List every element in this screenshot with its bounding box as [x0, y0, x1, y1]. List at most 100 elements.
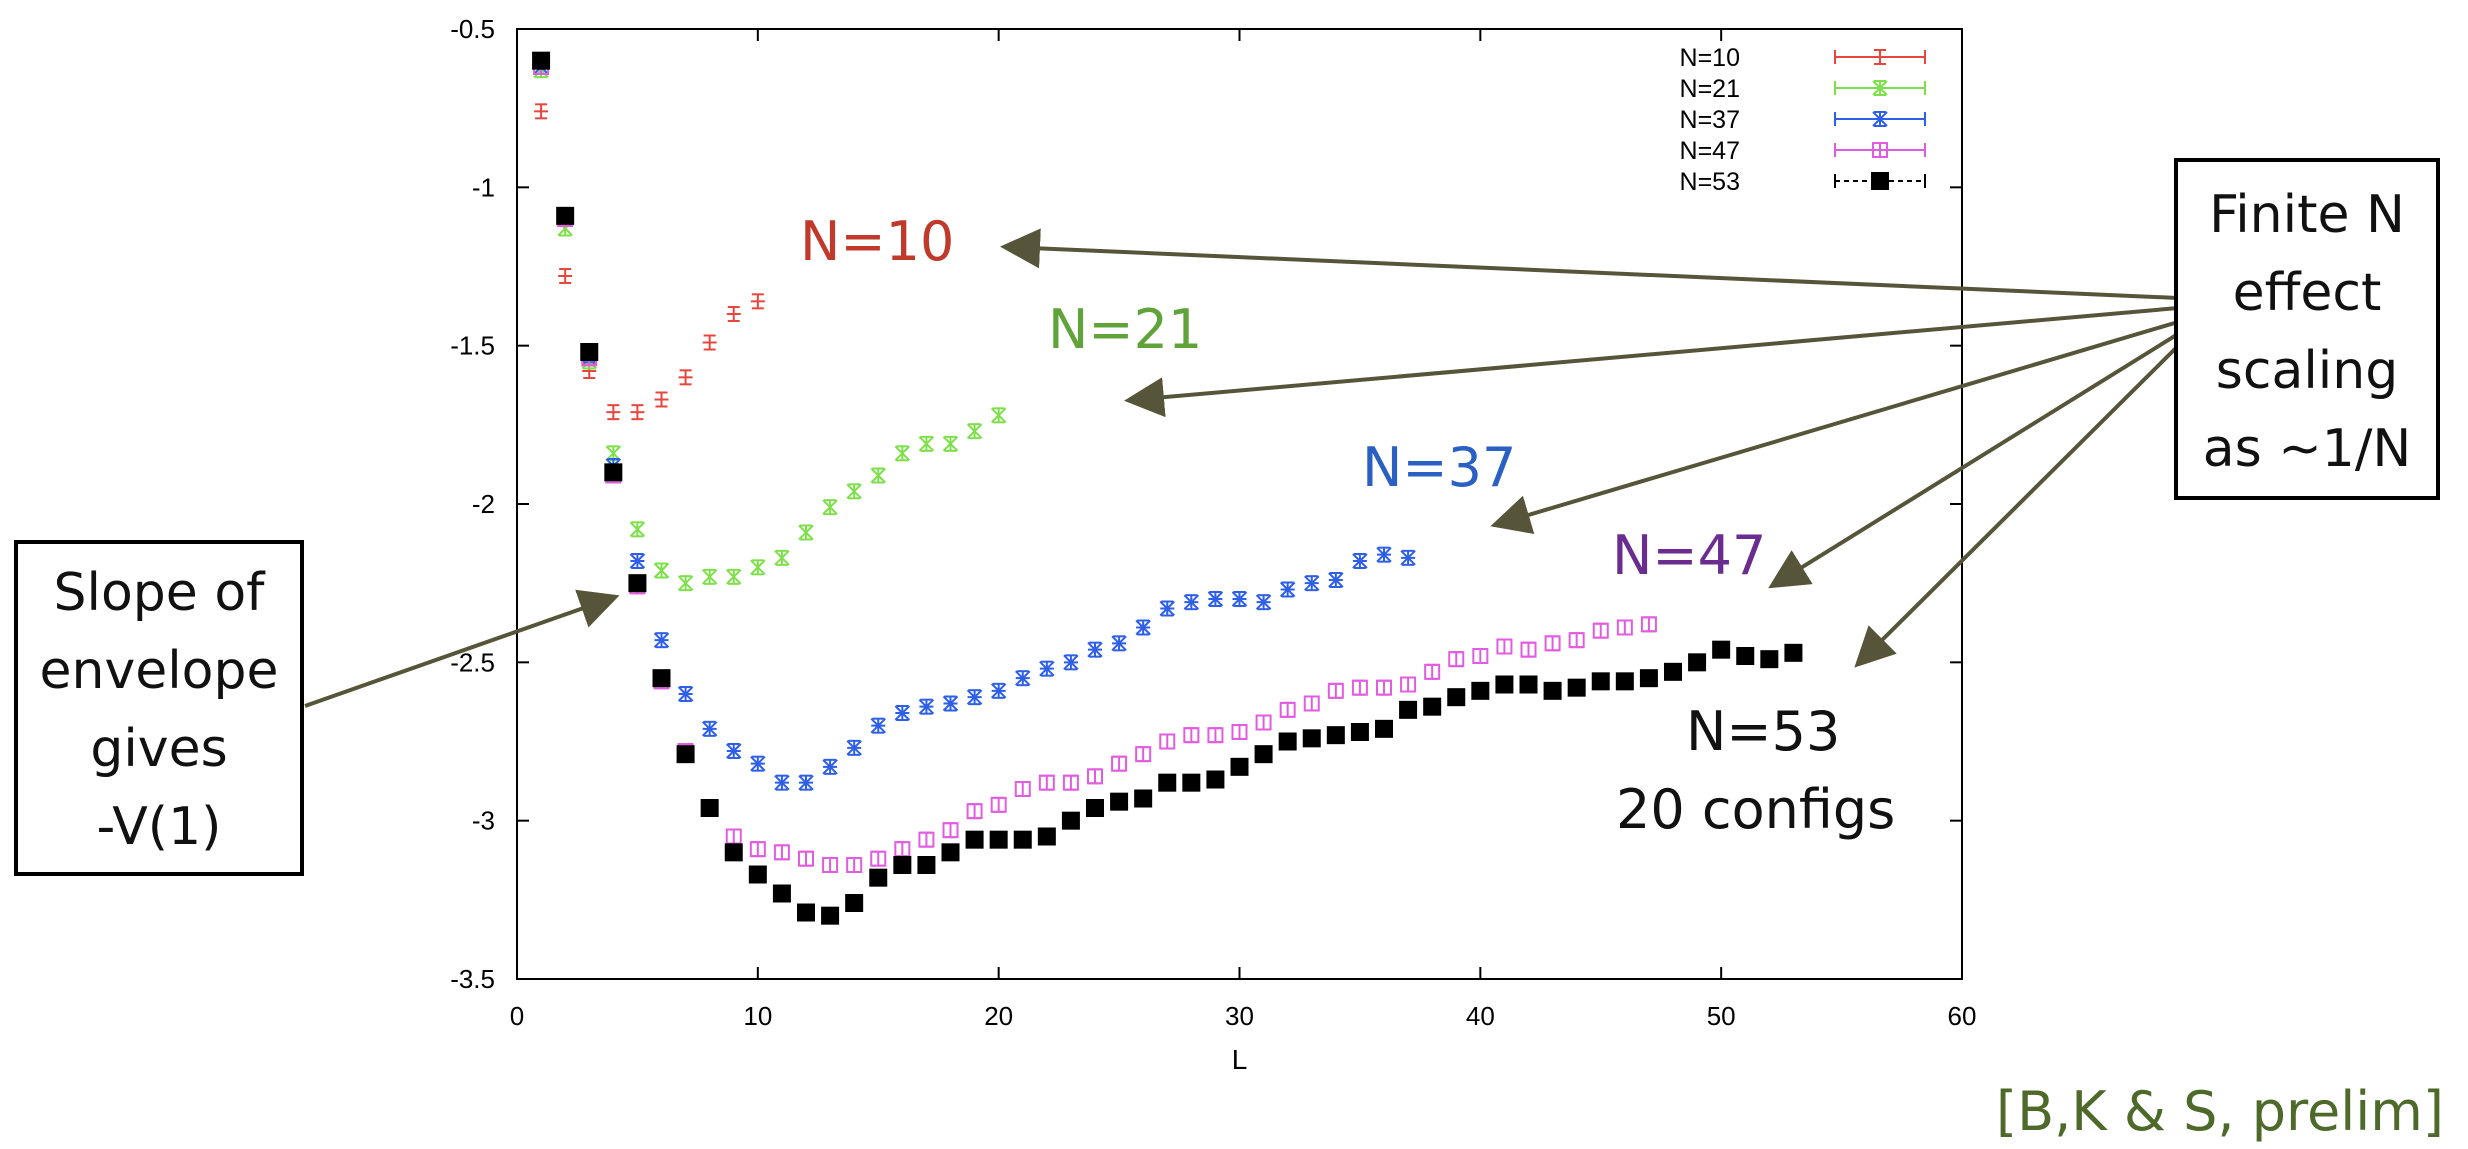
marker-star — [1304, 575, 1320, 591]
marker-x — [1872, 80, 1888, 96]
data-point — [941, 843, 960, 862]
data-point — [798, 524, 814, 541]
marker-square-filled — [965, 830, 984, 849]
marker-star — [1159, 600, 1175, 617]
data-point — [1063, 654, 1079, 671]
data-point — [1231, 724, 1248, 740]
data-point — [1423, 697, 1442, 716]
marker-star — [1872, 111, 1888, 127]
marker-square-open — [1038, 774, 1055, 791]
data-point — [629, 521, 646, 538]
marker-square-open — [1424, 663, 1441, 680]
marker-star — [653, 632, 670, 648]
marker-square-open — [1872, 142, 1888, 158]
data-point — [1061, 811, 1080, 830]
marker-square-open — [1303, 695, 1320, 712]
marker-x — [726, 569, 742, 585]
data-point — [654, 391, 669, 408]
data-point — [846, 483, 862, 500]
data-point — [604, 463, 623, 482]
marker-square-open — [1544, 635, 1561, 652]
marker-square-filled — [1350, 723, 1369, 741]
data-point — [1400, 549, 1416, 566]
data-point — [1135, 619, 1151, 636]
marker-square-open — [1400, 676, 1417, 693]
data-point — [1872, 111, 1888, 127]
data-point — [702, 334, 717, 351]
marker-square-open — [1207, 727, 1224, 744]
marker-square-open — [1472, 648, 1489, 664]
callout-line-1: Slope of — [53, 563, 265, 623]
data-point — [1872, 142, 1888, 158]
marker-square-filled — [1688, 653, 1707, 672]
marker-square-open — [798, 850, 814, 867]
data-point — [1375, 719, 1393, 738]
marker-square-open — [1640, 616, 1657, 633]
marker-x — [894, 445, 911, 462]
y-tick-label: -1 — [472, 172, 495, 202]
data-point — [1134, 789, 1153, 808]
marker-star — [1135, 619, 1151, 636]
marker-square-filled — [917, 856, 936, 874]
y-tick-label: -2 — [472, 489, 495, 519]
data-point — [1616, 619, 1633, 636]
marker-square-open — [1448, 651, 1465, 668]
marker-square-filled — [532, 51, 551, 70]
marker-star — [774, 774, 790, 791]
data-point — [677, 575, 694, 592]
data-point — [774, 774, 790, 791]
data-point — [1543, 681, 1562, 700]
x-tick-label: 60 — [1948, 1001, 1977, 1031]
data-point — [1062, 774, 1079, 791]
marker-square-open — [870, 850, 887, 867]
data-point — [1158, 773, 1177, 792]
data-point — [1472, 648, 1489, 664]
legend-label: N=47 — [1680, 137, 1740, 165]
data-point — [1255, 714, 1272, 731]
marker-x — [605, 445, 622, 462]
data-point — [725, 828, 742, 845]
marker-star — [1255, 594, 1272, 610]
series-label-n53: N=53 — [1686, 700, 1841, 763]
marker-square-open — [966, 803, 983, 820]
data-point — [845, 894, 864, 912]
marker-star — [990, 683, 1007, 699]
data-point — [1304, 575, 1320, 592]
data-point — [1086, 799, 1104, 817]
callout-line-4: as ~1/N — [2202, 419, 2412, 479]
marker-x — [846, 483, 862, 500]
data-point — [1520, 641, 1537, 658]
data-point — [774, 549, 790, 566]
marker-star — [629, 553, 646, 569]
data-point — [676, 745, 695, 764]
marker-square-filled — [1278, 732, 1297, 751]
data-point — [1255, 594, 1272, 611]
marker-x — [966, 423, 983, 439]
data-point — [1871, 172, 1889, 190]
marker-square-open — [1014, 781, 1031, 797]
finite-n-callout: Finite N effect scaling as ~1/N — [2174, 158, 2440, 500]
x-tick-label: 10 — [743, 1001, 772, 1031]
x-tick-label: 30 — [1225, 1001, 1254, 1031]
marker-star — [726, 743, 742, 759]
data-point — [1110, 792, 1129, 811]
marker-star — [942, 695, 959, 712]
marker-square-filled — [772, 884, 791, 903]
series-label-configs: 20 configs — [1616, 778, 1896, 841]
annotation-arrow — [1490, 320, 2179, 535]
data-point — [1567, 678, 1586, 697]
x-axis-label: L — [1232, 1044, 1248, 1075]
marker-square-filled — [580, 343, 599, 361]
marker-star — [677, 686, 694, 702]
series-n53 — [532, 51, 1803, 925]
data-point — [724, 843, 743, 862]
data-point — [1013, 830, 1032, 849]
marker-square-filled — [845, 894, 864, 912]
data-point — [822, 758, 838, 775]
marker-square-open — [773, 844, 790, 861]
marker-square-filled — [1615, 672, 1634, 691]
marker-square-filled — [1182, 773, 1201, 792]
marker-x — [990, 407, 1007, 424]
callout-line-3: gives — [90, 719, 228, 779]
marker-square-filled — [700, 799, 719, 817]
